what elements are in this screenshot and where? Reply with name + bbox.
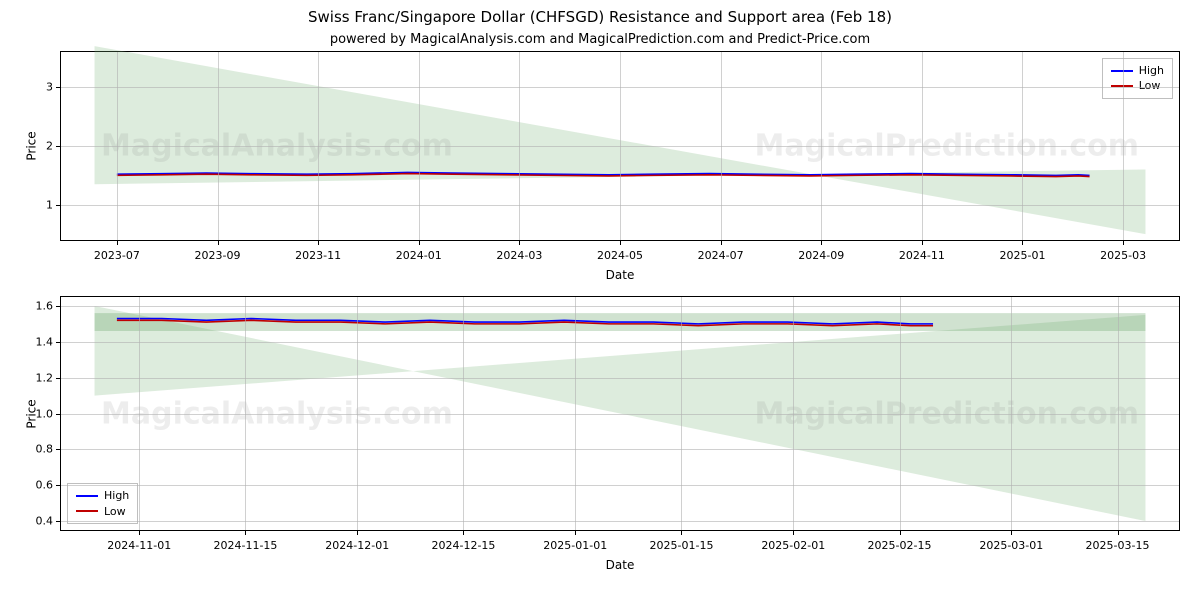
x-tick-label: 2023-11 [295,249,341,262]
y-tick-label: 1.4 [23,335,53,348]
legend-swatch-high [1111,70,1133,72]
legend-label-high: High [1139,63,1164,78]
chart-title: Swiss Franc/Singapore Dollar (CHFSGD) Re… [0,8,1200,26]
x-tick-label: 2024-07 [698,249,744,262]
x-tick-label: 2024-01 [396,249,442,262]
legend-label-high: High [104,488,129,503]
legend-row-low: Low [1111,78,1164,93]
legend-label-low: Low [104,504,126,519]
y-tick-label: 2 [23,140,53,153]
bottom-chart-panel: Price Date MagicalAnalysis.com MagicalPr… [60,296,1180,531]
x-tick-label: 2024-11-15 [214,539,278,552]
chart-subtitle: powered by MagicalAnalysis.com and Magic… [0,32,1200,47]
y-tick-label: 1.6 [23,299,53,312]
y-tick-label: 1.0 [23,407,53,420]
x-tick-label: 2024-12-01 [325,539,389,552]
legend-row-low: Low [76,504,129,519]
legend-top: High Low [1102,58,1173,99]
legend-swatch-low [76,510,98,512]
y-tick-label: 1 [23,198,53,211]
y-tick-label: 1.2 [23,371,53,384]
legend-row-high: High [1111,63,1164,78]
x-axis-label: Date [606,268,635,282]
x-tick-label: 2025-02-01 [761,539,825,552]
x-axis-label: Date [606,558,635,572]
x-tick-label: 2024-09 [798,249,844,262]
x-tick-label: 2024-03 [496,249,542,262]
x-tick-label: 2025-03-01 [979,539,1043,552]
x-tick-label: 2025-01-15 [650,539,714,552]
y-tick-label: 0.4 [23,515,53,528]
legend-row-high: High [76,488,129,503]
x-tick-label: 2024-11-01 [107,539,171,552]
chart-container: Swiss Franc/Singapore Dollar (CHFSGD) Re… [0,8,1200,608]
y-tick-label: 0.6 [23,479,53,492]
x-tick-label: 2025-02-15 [868,539,932,552]
y-tick-label: 3 [23,81,53,94]
y-tick-label: 0.8 [23,443,53,456]
x-tick-label: 2023-09 [195,249,241,262]
top-chart-panel: Price Date MagicalAnalysis.com MagicalPr… [60,51,1180,241]
x-tick-label: 2025-03-15 [1086,539,1150,552]
legend-swatch-high [76,495,98,497]
legend-label-low: Low [1139,78,1161,93]
x-tick-label: 2024-11 [899,249,945,262]
x-tick-label: 2025-03 [1100,249,1146,262]
x-tick-label: 2025-01 [999,249,1045,262]
x-tick-label: 2024-12-15 [432,539,496,552]
x-tick-label: 2025-01-01 [543,539,607,552]
x-tick-label: 2024-05 [597,249,643,262]
x-tick-label: 2023-07 [94,249,140,262]
legend-bottom: High Low [67,483,138,524]
